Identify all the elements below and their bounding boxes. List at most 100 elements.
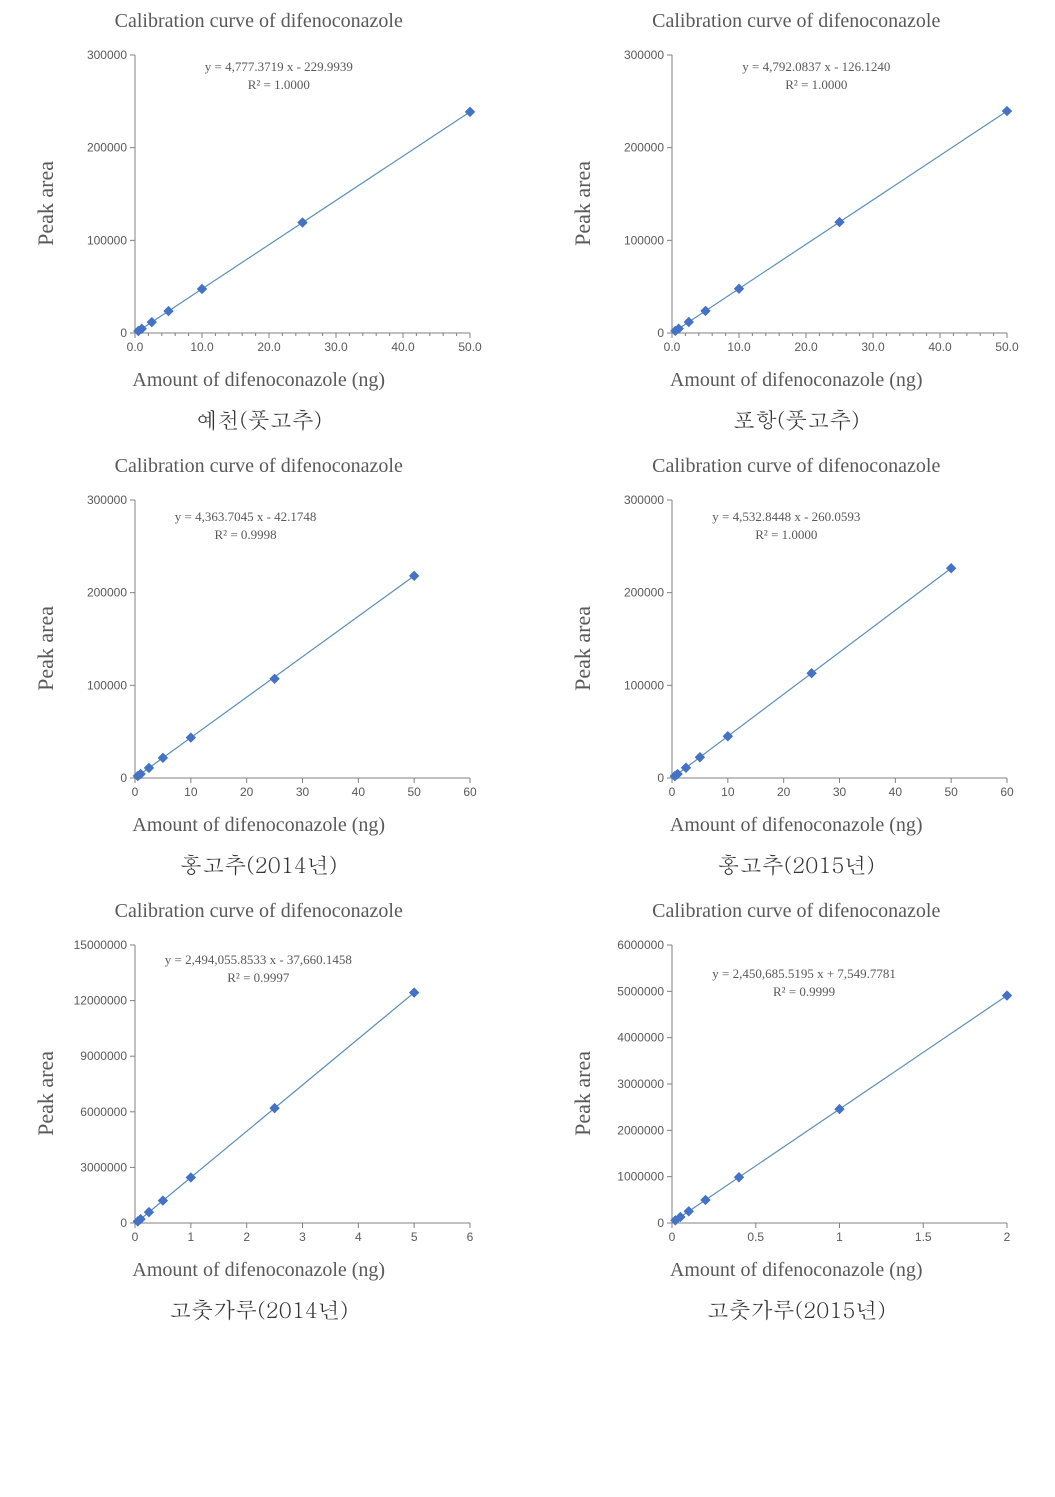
svg-text:15000000: 15000000 bbox=[73, 938, 127, 952]
svg-text:40: 40 bbox=[351, 785, 365, 799]
svg-text:300000: 300000 bbox=[87, 493, 127, 507]
y-axis-label: Peak area bbox=[570, 606, 596, 691]
chart-body: Peak area 030000006000000900000012000000… bbox=[33, 933, 485, 1253]
svg-text:0: 0 bbox=[131, 785, 138, 799]
chart-cell-4: Calibration curve of difenoconazole Peak… bbox=[10, 900, 508, 1325]
svg-text:3: 3 bbox=[299, 1230, 306, 1244]
svg-text:0: 0 bbox=[658, 326, 665, 340]
svg-text:2: 2 bbox=[1004, 1230, 1011, 1244]
svg-text:1: 1 bbox=[187, 1230, 194, 1244]
chart-title: Calibration curve of difenoconazole bbox=[652, 455, 940, 478]
equation-text: y = 2,494,055.8533 x - 37,660.1458 bbox=[165, 951, 352, 969]
x-axis-label: Amount of difenoconazole (ng) bbox=[132, 1259, 385, 1282]
svg-text:60: 60 bbox=[463, 785, 477, 799]
svg-text:30.0: 30.0 bbox=[862, 340, 886, 354]
equation-text: y = 2,450,685.5195 x + 7,549.7781 bbox=[712, 965, 896, 983]
equation-annotation: y = 4,532.8448 x - 260.0593 R² = 1.0000 bbox=[712, 508, 860, 544]
plot-area: 0300000060000009000000120000001500000001… bbox=[65, 933, 485, 1253]
svg-text:2000000: 2000000 bbox=[618, 1123, 665, 1137]
svg-text:200000: 200000 bbox=[624, 586, 664, 600]
svg-text:30: 30 bbox=[833, 785, 847, 799]
svg-text:9000000: 9000000 bbox=[80, 1049, 127, 1063]
svg-text:0: 0 bbox=[120, 771, 127, 785]
svg-text:100000: 100000 bbox=[87, 678, 127, 692]
chart-cell-5: Calibration curve of difenoconazole Peak… bbox=[548, 900, 1046, 1325]
svg-text:0: 0 bbox=[120, 1216, 127, 1230]
x-axis-label: Amount of difenoconazole (ng) bbox=[670, 814, 923, 837]
chart-body: Peak area 01000002000003000000.010.020.0… bbox=[33, 43, 485, 363]
svg-text:40.0: 40.0 bbox=[929, 340, 953, 354]
plot-area: 01000002000003000000.010.020.030.040.050… bbox=[65, 43, 485, 363]
x-axis-label: Amount of difenoconazole (ng) bbox=[670, 369, 923, 392]
svg-text:30: 30 bbox=[296, 785, 310, 799]
svg-text:6: 6 bbox=[466, 1230, 473, 1244]
equation-annotation: y = 2,494,055.8533 x - 37,660.1458 R² = … bbox=[165, 951, 352, 987]
svg-text:0: 0 bbox=[131, 1230, 138, 1244]
svg-text:0: 0 bbox=[669, 1230, 676, 1244]
svg-text:20: 20 bbox=[240, 785, 254, 799]
svg-text:200000: 200000 bbox=[624, 141, 664, 155]
svg-text:30.0: 30.0 bbox=[324, 340, 348, 354]
svg-text:200000: 200000 bbox=[87, 586, 127, 600]
chart-caption: 홍고추(2015년) bbox=[718, 849, 875, 880]
svg-text:1000000: 1000000 bbox=[618, 1170, 665, 1184]
svg-text:100000: 100000 bbox=[87, 233, 127, 247]
chart-cell-1: Calibration curve of difenoconazole Peak… bbox=[548, 10, 1046, 435]
chart-caption: 고춧가루(2014년) bbox=[169, 1294, 348, 1325]
chart-cell-3: Calibration curve of difenoconazole Peak… bbox=[548, 455, 1046, 880]
svg-text:50.0: 50.0 bbox=[996, 340, 1020, 354]
chart-title: Calibration curve of difenoconazole bbox=[115, 10, 403, 33]
svg-text:10: 10 bbox=[184, 785, 198, 799]
chart-title: Calibration curve of difenoconazole bbox=[652, 900, 940, 923]
r-squared-text: R² = 1.0000 bbox=[712, 526, 860, 544]
charts-grid: Calibration curve of difenoconazole Peak… bbox=[10, 10, 1045, 1325]
svg-text:4: 4 bbox=[355, 1230, 362, 1244]
svg-text:20: 20 bbox=[777, 785, 791, 799]
svg-text:40.0: 40.0 bbox=[391, 340, 415, 354]
svg-text:0: 0 bbox=[658, 771, 665, 785]
svg-text:10.0: 10.0 bbox=[190, 340, 214, 354]
svg-text:300000: 300000 bbox=[87, 48, 127, 62]
y-axis-label: Peak area bbox=[33, 606, 59, 691]
svg-text:0: 0 bbox=[669, 785, 676, 799]
r-squared-text: R² = 0.9998 bbox=[175, 526, 317, 544]
svg-text:10: 10 bbox=[721, 785, 735, 799]
equation-text: y = 4,532.8448 x - 260.0593 bbox=[712, 508, 860, 526]
chart-body: Peak area 0 100000 200000 300000 0 10 20 30 40 50… bbox=[33, 488, 485, 808]
plot-area: 01000002000003000000.010.020.030.040.050… bbox=[602, 43, 1022, 363]
chart-title: Calibration curve of difenoconazole bbox=[652, 10, 940, 33]
equation-annotation: y = 4,363.7045 x - 42.1748 R² = 0.9998 bbox=[175, 508, 317, 544]
y-axis-label: Peak area bbox=[33, 161, 59, 246]
plot-area: 01000002000003000000102030405060 y = 4,5… bbox=[602, 488, 1022, 808]
svg-text:50: 50 bbox=[407, 785, 421, 799]
svg-text:4000000: 4000000 bbox=[618, 1031, 665, 1045]
svg-text:5000000: 5000000 bbox=[618, 984, 665, 998]
svg-text:0: 0 bbox=[658, 1216, 665, 1230]
svg-text:3000000: 3000000 bbox=[618, 1077, 665, 1091]
chart-cell-2: Calibration curve of difenoconazole Peak… bbox=[10, 455, 508, 880]
y-axis-label: Peak area bbox=[570, 1051, 596, 1136]
svg-text:100000: 100000 bbox=[624, 678, 664, 692]
svg-text:0: 0 bbox=[120, 326, 127, 340]
plot-area: 0 1000000 2000000 3000000 4000000 5000000 6000… bbox=[602, 933, 1022, 1253]
x-axis-label: Amount of difenoconazole (ng) bbox=[132, 369, 385, 392]
svg-text:10.0: 10.0 bbox=[728, 340, 752, 354]
svg-text:300000: 300000 bbox=[624, 493, 664, 507]
plot-area: 0 100000 200000 300000 0 10 20 30 40 50 60 y = 4,3… bbox=[65, 488, 485, 808]
svg-text:0.5: 0.5 bbox=[748, 1230, 765, 1244]
equation-annotation: y = 4,792.0837 x - 126.1240 R² = 1.0000 bbox=[742, 58, 890, 94]
chart-caption: 포항(풋고추) bbox=[733, 404, 860, 435]
svg-text:0.0: 0.0 bbox=[126, 340, 143, 354]
svg-text:20.0: 20.0 bbox=[795, 340, 819, 354]
svg-text:1: 1 bbox=[836, 1230, 843, 1244]
svg-text:40: 40 bbox=[889, 785, 903, 799]
svg-text:200000: 200000 bbox=[87, 141, 127, 155]
chart-caption: 고춧가루(2015년) bbox=[707, 1294, 886, 1325]
svg-text:300000: 300000 bbox=[624, 48, 664, 62]
y-axis-label: Peak area bbox=[570, 161, 596, 246]
svg-text:12000000: 12000000 bbox=[73, 994, 127, 1008]
svg-text:100000: 100000 bbox=[624, 233, 664, 247]
x-axis-label: Amount of difenoconazole (ng) bbox=[132, 814, 385, 837]
svg-text:6000000: 6000000 bbox=[618, 938, 665, 952]
r-squared-text: R² = 1.0000 bbox=[742, 76, 890, 94]
